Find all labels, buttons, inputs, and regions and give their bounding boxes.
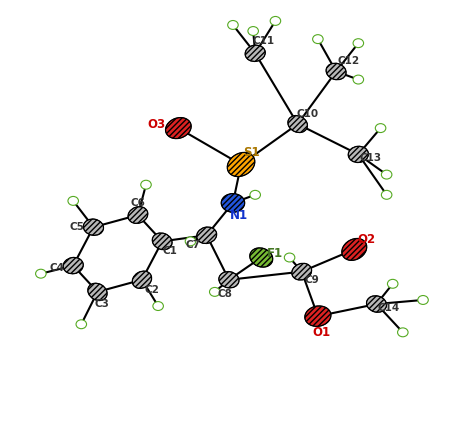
Text: O2: O2	[357, 233, 375, 246]
Text: C2: C2	[145, 285, 160, 295]
Ellipse shape	[284, 253, 295, 262]
Ellipse shape	[366, 296, 386, 312]
Text: S1: S1	[243, 146, 259, 159]
Ellipse shape	[418, 295, 428, 304]
Text: O3: O3	[147, 118, 165, 130]
Ellipse shape	[36, 269, 46, 278]
Ellipse shape	[305, 306, 331, 326]
Ellipse shape	[76, 320, 87, 329]
Ellipse shape	[348, 146, 368, 162]
Text: C7: C7	[185, 241, 200, 250]
Text: C8: C8	[218, 289, 232, 299]
Text: C4: C4	[49, 262, 64, 273]
Text: C11: C11	[252, 36, 274, 46]
Ellipse shape	[387, 279, 398, 288]
Ellipse shape	[326, 63, 346, 80]
Text: C14: C14	[377, 303, 400, 313]
Text: O1: O1	[313, 326, 331, 339]
Ellipse shape	[375, 124, 386, 133]
Text: C1: C1	[163, 246, 178, 257]
Text: C6: C6	[130, 198, 146, 208]
Text: C5: C5	[70, 222, 85, 232]
Ellipse shape	[245, 45, 265, 62]
Text: C3: C3	[94, 299, 109, 309]
Text: C13: C13	[359, 154, 382, 163]
Ellipse shape	[165, 118, 191, 138]
Text: C9: C9	[304, 275, 319, 285]
Ellipse shape	[197, 227, 217, 243]
Ellipse shape	[228, 21, 238, 30]
Ellipse shape	[219, 272, 239, 288]
Ellipse shape	[152, 233, 172, 250]
Ellipse shape	[68, 196, 79, 206]
Ellipse shape	[128, 207, 148, 223]
Ellipse shape	[185, 237, 196, 246]
Ellipse shape	[88, 283, 107, 300]
Ellipse shape	[210, 287, 220, 296]
Ellipse shape	[227, 152, 255, 176]
Ellipse shape	[153, 302, 164, 311]
Ellipse shape	[248, 27, 258, 35]
Ellipse shape	[270, 16, 281, 25]
Ellipse shape	[382, 190, 392, 199]
Ellipse shape	[250, 248, 273, 267]
Text: N1: N1	[230, 208, 248, 222]
Ellipse shape	[141, 180, 151, 189]
Text: C10: C10	[297, 109, 319, 119]
Ellipse shape	[292, 263, 311, 280]
Ellipse shape	[132, 271, 152, 288]
Ellipse shape	[250, 190, 260, 199]
Ellipse shape	[398, 328, 408, 337]
Ellipse shape	[313, 35, 323, 43]
Ellipse shape	[382, 170, 392, 179]
Text: F1: F1	[267, 247, 283, 260]
Ellipse shape	[221, 194, 245, 212]
Ellipse shape	[63, 257, 83, 274]
Ellipse shape	[353, 39, 364, 48]
Ellipse shape	[288, 116, 308, 133]
Ellipse shape	[342, 238, 367, 260]
Text: C12: C12	[337, 57, 359, 66]
Ellipse shape	[83, 219, 103, 235]
Ellipse shape	[353, 75, 364, 84]
